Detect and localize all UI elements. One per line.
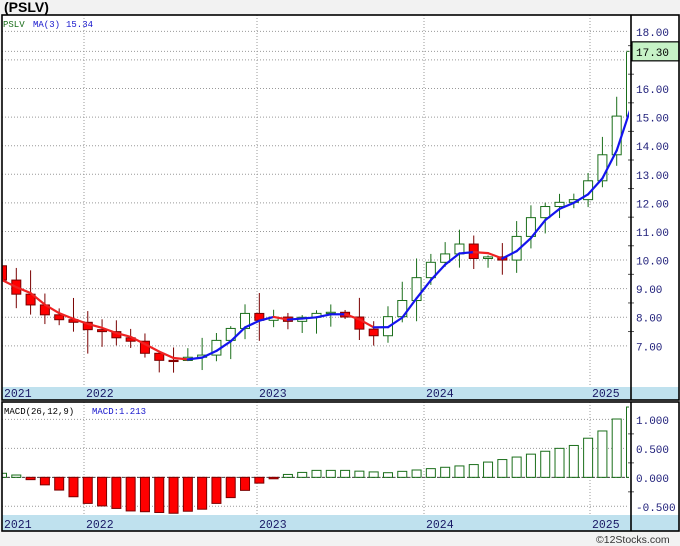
svg-text:MACD(26,12,9): MACD(26,12,9): [4, 407, 74, 417]
svg-text:2025: 2025: [592, 519, 620, 532]
svg-text:2021: 2021: [4, 519, 32, 532]
svg-text:-0.500: -0.500: [636, 503, 676, 515]
svg-text:©12Stocks.com: ©12Stocks.com: [596, 534, 670, 546]
svg-text:9.00: 9.00: [636, 285, 662, 297]
svg-text:10.00: 10.00: [636, 257, 669, 269]
svg-text:7.00: 7.00: [636, 342, 662, 354]
svg-text:2021: 2021: [4, 388, 32, 401]
svg-text:2023: 2023: [259, 519, 287, 532]
svg-text:2024: 2024: [426, 388, 454, 401]
svg-text:8.00: 8.00: [636, 314, 662, 326]
svg-text:(PSLV): (PSLV): [4, 0, 49, 15]
svg-text:2022: 2022: [86, 519, 114, 532]
svg-text:MACD:1.213: MACD:1.213: [92, 407, 146, 417]
svg-text:15.00: 15.00: [636, 114, 669, 126]
svg-text:1.000: 1.000: [636, 416, 669, 428]
svg-text:14.00: 14.00: [636, 142, 669, 154]
svg-text:2022: 2022: [86, 388, 114, 401]
svg-text:PSLV: PSLV: [3, 20, 25, 30]
svg-text:17.30: 17.30: [636, 48, 669, 60]
svg-text:12.00: 12.00: [636, 199, 669, 211]
svg-text:0.000: 0.000: [636, 474, 669, 486]
svg-text:2023: 2023: [259, 388, 287, 401]
svg-text:18.00: 18.00: [636, 28, 669, 40]
svg-text:0.500: 0.500: [636, 445, 669, 457]
svg-text:16.00: 16.00: [636, 85, 669, 97]
svg-text:2024: 2024: [426, 519, 454, 532]
svg-text:2025: 2025: [592, 388, 620, 401]
svg-text:13.00: 13.00: [636, 171, 669, 183]
svg-text:MA(3): MA(3): [33, 20, 60, 30]
svg-text:11.00: 11.00: [636, 228, 669, 240]
svg-text:15.34: 15.34: [66, 20, 93, 30]
